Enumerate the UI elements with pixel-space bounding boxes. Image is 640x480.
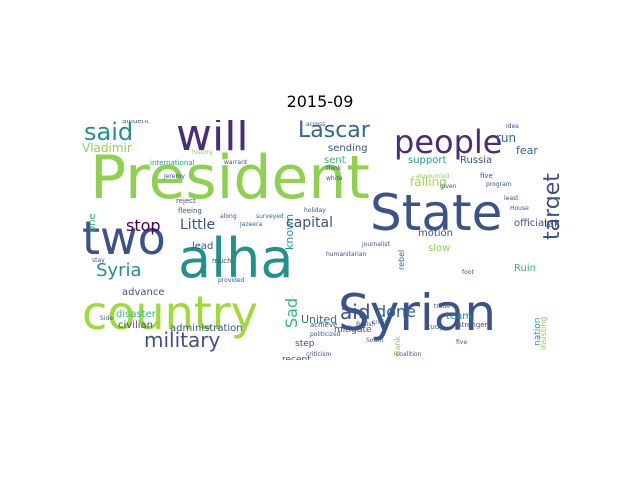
word: United (301, 313, 338, 326)
word: British (356, 321, 376, 328)
word: Idea (506, 123, 519, 130)
word: will (176, 120, 249, 161)
word: Jeremy (164, 173, 185, 180)
word: lead (192, 241, 214, 252)
word: study (424, 323, 444, 331)
word: disaster (116, 309, 156, 320)
word: Lascar (298, 120, 370, 143)
word: team (446, 311, 472, 322)
word: administration (170, 323, 243, 334)
word: warrant (224, 159, 248, 166)
word: achieve (310, 321, 338, 329)
word: mitigate (334, 325, 372, 335)
word: five (480, 172, 493, 180)
word: given (440, 183, 457, 190)
word: Sad (282, 297, 301, 328)
word: President (90, 143, 370, 213)
word: humanitarian (326, 251, 367, 258)
word: people (394, 123, 503, 161)
word: Vladimir (82, 141, 132, 155)
word: provided (218, 277, 245, 284)
word: motion (418, 228, 454, 239)
word-cloud: President State alha Syrian country two … (80, 120, 560, 360)
word: rebel (397, 249, 406, 270)
word: official (514, 218, 547, 229)
word: capital (286, 215, 334, 231)
word: history (192, 149, 213, 156)
word: fleeing (178, 207, 202, 215)
word: along (220, 213, 237, 220)
word: run (496, 131, 517, 145)
word: across (306, 121, 326, 128)
word: five (456, 339, 468, 346)
word: slow (428, 243, 451, 254)
word: taking (544, 219, 560, 230)
word: military (144, 328, 221, 352)
word: least (504, 195, 519, 202)
word: sent (324, 155, 346, 166)
word: crisis (372, 319, 388, 326)
word: one (87, 213, 98, 232)
word: white (326, 175, 343, 182)
word: trade (434, 303, 450, 310)
word: international (150, 159, 195, 167)
word: announced (416, 173, 450, 180)
word: recent (282, 355, 311, 361)
word: Russia (460, 155, 493, 166)
word: think (326, 165, 342, 172)
word: program (486, 181, 512, 188)
word: Side (100, 315, 113, 322)
word: Syrian (338, 284, 497, 342)
word: surveyed (256, 213, 284, 220)
word: said (84, 120, 134, 146)
word: journalist (362, 241, 390, 248)
word: House (510, 205, 529, 212)
chart-title: 2015-09 (286, 92, 354, 111)
word: fear (516, 144, 538, 157)
word: Jazeera (240, 221, 263, 228)
word: falling (410, 175, 447, 189)
word: aid (340, 300, 371, 324)
word: civilian (118, 320, 153, 331)
word: criticism (306, 351, 332, 358)
word: affluent (122, 120, 149, 125)
word: Ruin (514, 263, 536, 274)
word: two (82, 211, 166, 265)
word: nation (533, 317, 543, 346)
word: reject (176, 197, 196, 205)
word: foot (462, 269, 474, 276)
word: stay (92, 257, 105, 264)
word: Syria (96, 260, 142, 281)
word: done (376, 302, 416, 321)
word: coalition (396, 351, 422, 358)
word: Little (180, 217, 216, 233)
word: much (212, 257, 232, 265)
word: sending (328, 143, 368, 154)
word: step (295, 339, 315, 349)
word: politicized (310, 331, 341, 338)
word: South (366, 337, 384, 344)
word: alha (178, 227, 294, 290)
word: country (82, 286, 258, 340)
word: advance (122, 287, 165, 298)
word: support (408, 155, 447, 166)
word: stronger (458, 321, 488, 329)
word: stop (126, 216, 161, 235)
word: State (370, 184, 503, 242)
word: holiday (304, 207, 326, 214)
